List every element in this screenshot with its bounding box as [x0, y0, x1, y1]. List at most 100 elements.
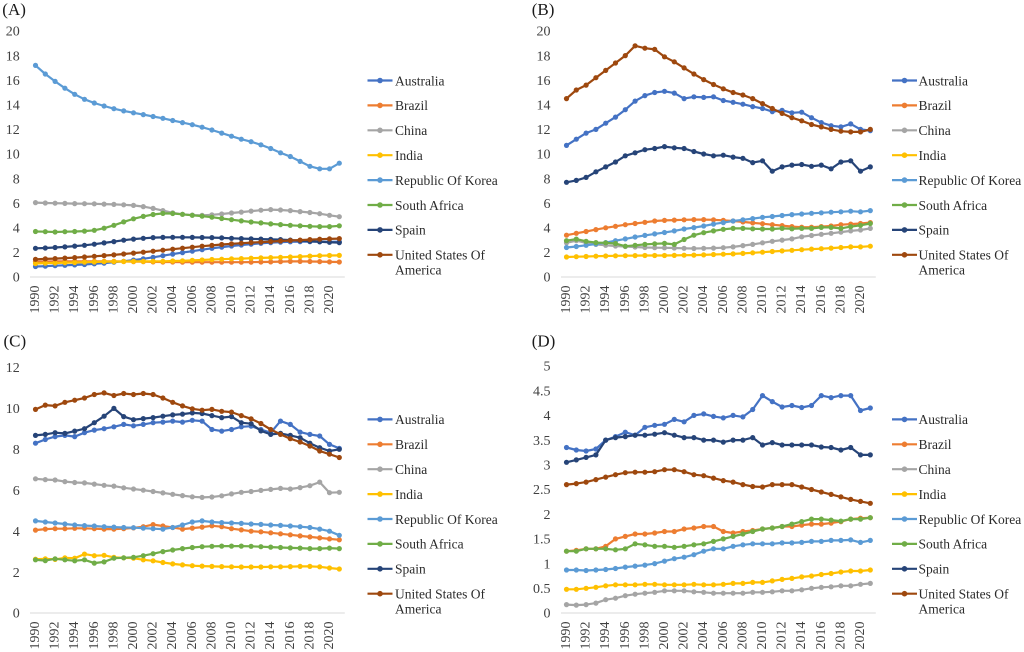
svg-text:India: India — [395, 487, 423, 502]
svg-text:4.5: 4.5 — [533, 384, 551, 399]
svg-text:2006: 2006 — [716, 622, 731, 650]
svg-text:Brazil: Brazil — [395, 98, 428, 113]
svg-text:Republic Of Korea: Republic Of Korea — [395, 512, 498, 527]
svg-text:2000: 2000 — [126, 622, 141, 650]
svg-text:2016: 2016 — [814, 286, 829, 314]
svg-text:16: 16 — [537, 74, 551, 89]
svg-text:India: India — [919, 148, 947, 163]
svg-text:2008: 2008 — [735, 286, 750, 314]
svg-text:10: 10 — [6, 148, 20, 163]
svg-text:1996: 1996 — [618, 286, 633, 314]
svg-text:2000: 2000 — [126, 286, 141, 314]
svg-text:2020: 2020 — [853, 286, 868, 314]
svg-text:14: 14 — [537, 99, 551, 114]
svg-text:2010: 2010 — [755, 286, 770, 314]
svg-text:2.5: 2.5 — [533, 483, 551, 498]
svg-text:2014: 2014 — [794, 286, 809, 314]
svg-text:China: China — [919, 123, 951, 138]
svg-text:South Africa: South Africa — [919, 537, 988, 552]
svg-text:4: 4 — [13, 222, 20, 237]
svg-text:Australia: Australia — [395, 73, 445, 88]
svg-text:2010: 2010 — [224, 622, 239, 650]
svg-text:1996: 1996 — [618, 622, 633, 650]
svg-text:2000: 2000 — [657, 286, 672, 314]
svg-text:South Africa: South Africa — [395, 537, 464, 552]
svg-text:(A): (A) — [2, 0, 26, 19]
svg-text:2002: 2002 — [677, 622, 692, 650]
svg-text:2014: 2014 — [263, 622, 278, 650]
svg-text:2008: 2008 — [204, 622, 219, 650]
svg-text:Republic Of Korea: Republic Of Korea — [919, 173, 1022, 188]
svg-text:America: America — [395, 602, 441, 617]
svg-text:2002: 2002 — [677, 286, 692, 314]
svg-text:20: 20 — [537, 25, 551, 40]
svg-text:2014: 2014 — [263, 286, 278, 314]
svg-text:Australia: Australia — [919, 412, 969, 427]
svg-text:2010: 2010 — [755, 622, 770, 650]
svg-text:16: 16 — [6, 74, 20, 89]
svg-text:2000: 2000 — [657, 622, 672, 650]
svg-text:(C): (C) — [4, 332, 27, 351]
svg-text:1992: 1992 — [48, 622, 63, 650]
svg-text:2: 2 — [544, 508, 551, 523]
svg-text:1994: 1994 — [598, 622, 613, 650]
svg-text:1998: 1998 — [106, 622, 121, 650]
svg-text:1996: 1996 — [87, 286, 102, 314]
svg-text:2004: 2004 — [165, 286, 180, 314]
svg-text:2008: 2008 — [204, 286, 219, 314]
svg-text:0.5: 0.5 — [533, 582, 551, 597]
svg-text:2006: 2006 — [185, 622, 200, 650]
svg-text:2016: 2016 — [814, 622, 829, 650]
svg-text:1996: 1996 — [87, 622, 102, 650]
svg-text:0: 0 — [13, 271, 20, 286]
svg-text:1990: 1990 — [559, 622, 574, 650]
svg-text:1990: 1990 — [28, 622, 43, 650]
svg-text:2010: 2010 — [224, 286, 239, 314]
svg-text:Spain: Spain — [395, 562, 426, 577]
svg-text:2002: 2002 — [146, 622, 161, 650]
svg-text:2014: 2014 — [794, 622, 809, 650]
svg-text:Spain: Spain — [919, 223, 950, 238]
svg-text:1994: 1994 — [67, 622, 82, 650]
svg-text:2: 2 — [544, 246, 551, 261]
svg-text:1992: 1992 — [579, 286, 594, 314]
svg-text:0: 0 — [544, 607, 551, 622]
svg-text:1994: 1994 — [598, 286, 613, 314]
svg-text:6: 6 — [13, 197, 20, 212]
svg-text:2020: 2020 — [853, 622, 868, 650]
svg-text:Brazil: Brazil — [919, 98, 952, 113]
svg-text:Australia: Australia — [919, 73, 969, 88]
svg-text:1992: 1992 — [48, 286, 63, 314]
svg-text:2008: 2008 — [735, 622, 750, 650]
svg-text:4: 4 — [13, 525, 20, 540]
svg-text:Republic Of Korea: Republic Of Korea — [395, 173, 498, 188]
svg-text:6: 6 — [13, 484, 20, 499]
svg-text:1994: 1994 — [67, 286, 82, 314]
svg-text:2002: 2002 — [146, 286, 161, 314]
svg-text:10: 10 — [6, 402, 20, 417]
svg-text:20: 20 — [6, 25, 20, 40]
svg-text:4: 4 — [544, 409, 551, 424]
svg-text:South Africa: South Africa — [919, 198, 988, 213]
svg-text:2020: 2020 — [322, 622, 337, 650]
svg-text:1: 1 — [544, 557, 551, 572]
svg-text:Brazil: Brazil — [395, 437, 428, 452]
svg-text:8: 8 — [13, 172, 20, 187]
svg-text:United States Of: United States Of — [919, 248, 1009, 263]
svg-text:United States Of: United States Of — [395, 248, 485, 263]
svg-text:2016: 2016 — [283, 622, 298, 650]
svg-text:2004: 2004 — [696, 622, 711, 650]
svg-text:1998: 1998 — [106, 286, 121, 314]
svg-text:1992: 1992 — [579, 622, 594, 650]
svg-text:United States Of: United States Of — [395, 587, 485, 602]
svg-text:10: 10 — [537, 148, 551, 163]
svg-text:1998: 1998 — [637, 622, 652, 650]
svg-text:12: 12 — [537, 123, 551, 138]
svg-text:6: 6 — [544, 197, 551, 212]
svg-text:3: 3 — [544, 459, 551, 474]
svg-text:1.5: 1.5 — [533, 533, 551, 548]
svg-text:2018: 2018 — [302, 622, 317, 650]
svg-text:2004: 2004 — [165, 622, 180, 650]
svg-text:1990: 1990 — [559, 286, 574, 314]
svg-text:2004: 2004 — [696, 286, 711, 314]
